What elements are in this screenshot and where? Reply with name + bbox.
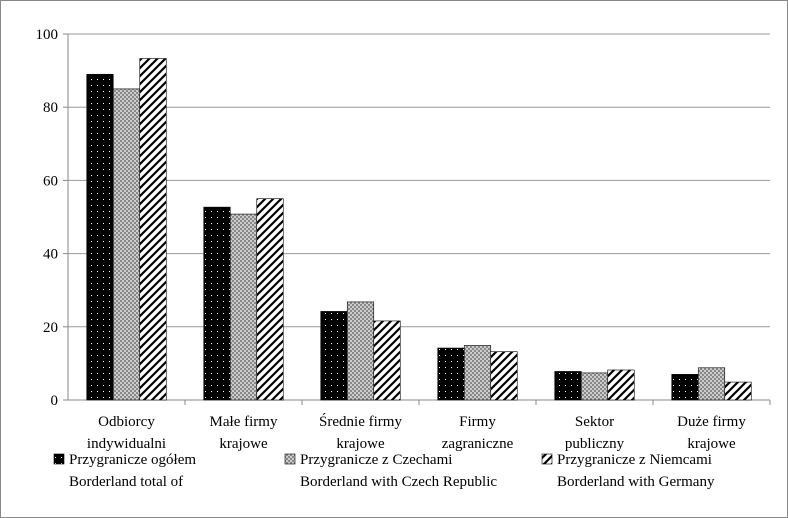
bar	[671, 374, 699, 401]
bar	[373, 320, 401, 401]
bar	[490, 351, 518, 401]
y-tick-label: 40	[43, 247, 58, 263]
x-tick-label: Duże firmy krajowe	[677, 414, 746, 452]
legend-label: Przygranicze ogółem Borderland total of	[69, 452, 196, 490]
bar	[580, 372, 609, 401]
bar	[256, 198, 284, 401]
bar	[697, 367, 726, 401]
y-tick-label: 60	[43, 173, 58, 189]
legend-swatch	[53, 453, 65, 465]
legend-label: Przygranicze z Czechami Borderland with C…	[300, 452, 497, 490]
x-tick-label: Sektor publiczny	[565, 414, 625, 452]
bar	[463, 345, 492, 401]
bar	[607, 369, 635, 401]
legend-swatch	[284, 453, 296, 465]
bar	[139, 58, 167, 401]
bar	[86, 73, 114, 401]
y-tick-label: 100	[36, 27, 59, 43]
legend-swatch	[541, 453, 553, 465]
bar	[112, 88, 141, 401]
bar	[229, 213, 258, 401]
bar	[437, 347, 465, 401]
y-tick-label: 20	[43, 320, 58, 336]
y-tick-label: 80	[43, 100, 58, 116]
y-tick-label: 0	[51, 393, 59, 409]
x-tick-label: Odbiorcy indywidualni	[87, 414, 166, 452]
legend-label: Przygranicze z Niemcami Borderland with G…	[557, 452, 715, 490]
bar	[203, 206, 231, 401]
bar	[554, 371, 582, 401]
x-tick-label: Średnie firmy krajowe	[319, 413, 402, 452]
bar	[320, 311, 348, 401]
x-tick-label: Firmy zagraniczne	[442, 414, 514, 452]
x-tick-label: Małe firmy krajowe	[210, 414, 278, 452]
bar	[724, 381, 752, 401]
bar	[346, 301, 375, 401]
